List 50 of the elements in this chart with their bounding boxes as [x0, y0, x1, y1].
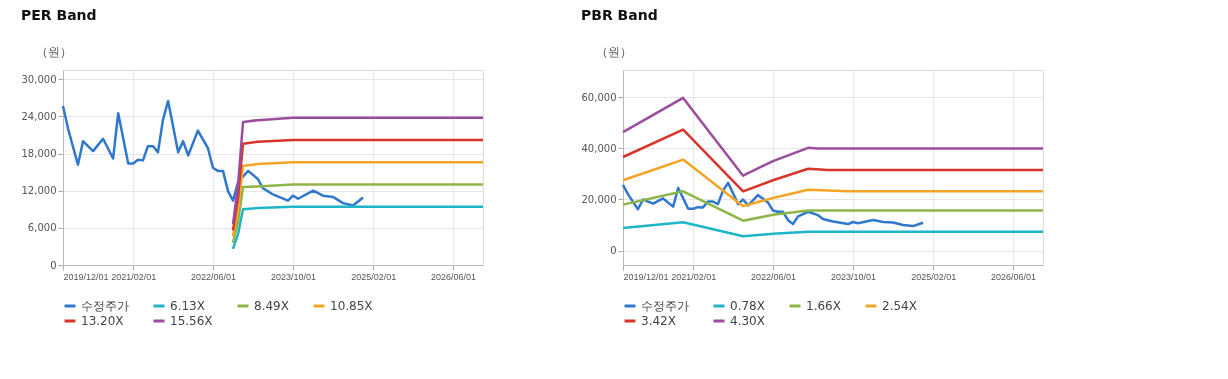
legend-label: 2.54X [882, 299, 917, 313]
x-tick-label: 2025/02/01 [351, 271, 397, 282]
x-tick-label: 2021/02/01 [671, 271, 717, 282]
y-tick-label: 0 [50, 259, 57, 271]
line-series [231, 160, 485, 238]
y-tick-label: 60,000 [581, 91, 617, 103]
legend-label: 15.56X [170, 314, 213, 328]
line-series [231, 205, 485, 251]
y-tick-label: 0 [610, 245, 617, 257]
x-tick-label: 2021/02/01 [111, 271, 157, 282]
x-tick-label: 2026/06/01 [990, 271, 1036, 282]
x-tick-label: 2019/12/01 [623, 271, 669, 282]
legend-label: 13.20X [81, 314, 124, 328]
line-series [621, 158, 1045, 208]
y-tick-label: 6,000 [27, 222, 57, 234]
line-series [621, 128, 1045, 193]
chart-title: PBR Band [581, 7, 658, 23]
legend-label: 1.66X [806, 299, 841, 313]
y-tick-label: 24,000 [21, 110, 57, 122]
legend-label: 4.30X [730, 314, 765, 328]
x-tick-label: 2023/10/01 [830, 271, 876, 282]
x-tick-label: 2022/06/01 [190, 271, 236, 282]
x-tick-label: 2023/10/01 [270, 271, 316, 282]
line-series [61, 99, 365, 207]
line-series [621, 96, 1045, 177]
legend-label: 8.49X [254, 299, 289, 313]
line-series [621, 190, 1045, 222]
line-series [621, 181, 925, 228]
y-tick-label: 40,000 [581, 142, 617, 154]
x-tick-label: 2026/06/01 [430, 271, 476, 282]
y-axis-title: （원） [35, 44, 72, 59]
chart-title: PER Band [21, 7, 97, 23]
line-series [231, 138, 485, 232]
legend-label: 수정주가 [81, 299, 129, 313]
legend-label: 3.42X [641, 314, 676, 328]
line-series [231, 116, 485, 226]
y-tick-label: 20,000 [581, 193, 617, 205]
legend-label: 수정주가 [641, 299, 689, 313]
x-tick-label: 2022/06/01 [750, 271, 796, 282]
y-axis-title: （원） [595, 44, 632, 59]
y-tick-label: 18,000 [21, 148, 57, 160]
line-series [621, 221, 1045, 238]
legend-label: 6.13X [170, 299, 205, 313]
y-tick-label: 30,000 [21, 73, 57, 85]
line-series [231, 183, 485, 244]
legend-label: 10.85X [330, 299, 373, 313]
legend-label: 0.78X [730, 299, 765, 313]
x-tick-label: 2019/12/01 [63, 271, 109, 282]
y-tick-label: 12,000 [21, 185, 57, 197]
x-tick-label: 2025/02/01 [911, 271, 957, 282]
